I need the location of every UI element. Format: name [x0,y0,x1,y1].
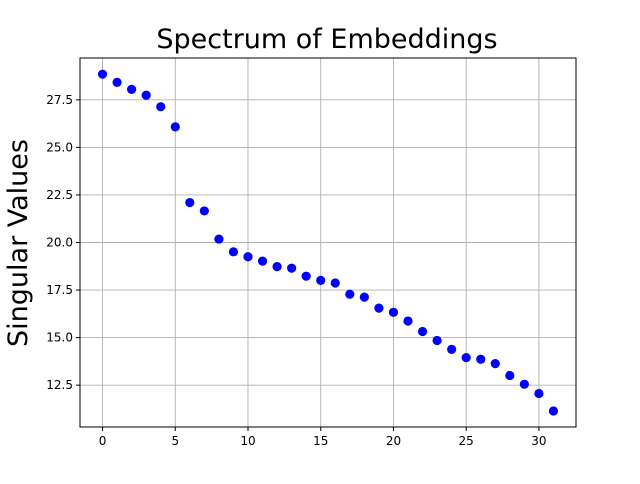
y-tick-label: 12.5 [46,378,73,392]
data-point [287,263,297,273]
data-point [170,122,180,132]
data-point [272,262,282,272]
data-point [185,197,195,208]
x-tick-label: 20 [386,434,401,448]
data-point [548,406,559,416]
data-point [403,316,413,326]
y-tick-label: 20.0 [46,236,73,250]
y-tick-label: 17.5 [46,283,73,297]
data-point [476,354,486,364]
data-point [534,388,544,399]
data-point [490,359,500,369]
data-point [257,256,268,266]
data-points [97,69,559,416]
y-tick-label: 15.0 [46,331,73,345]
x-tick-label: 25 [459,434,474,448]
data-point [432,335,442,346]
data-point [359,292,369,302]
chart-title: Spectrum of Embeddings [156,24,497,55]
data-point [112,77,122,87]
data-point [505,370,515,381]
grid [80,58,576,427]
data-point [447,344,457,354]
data-point [461,352,471,363]
y-tick-label: 27.5 [46,93,73,107]
x-tick-label: 10 [240,434,255,448]
y-tick-label: 22.5 [46,188,73,202]
y-axis-label: Singular Values [3,139,34,347]
data-point [519,379,529,389]
data-point [243,252,253,262]
data-point [156,102,166,112]
data-point [141,90,151,100]
x-tick-label: 0 [99,434,107,448]
x-tick-label: 5 [171,434,179,448]
data-point [301,271,311,281]
x-tick-label: 15 [313,434,328,448]
data-point [127,84,137,94]
data-point [345,289,355,299]
data-point [417,326,428,337]
data-point [374,303,384,313]
data-point [214,234,224,244]
data-point [199,206,209,216]
x-tick-label: 30 [531,434,546,448]
ticks: 0 5 10 15 20 25 30 12.5 15.0 17.5 20.0 22.5 25.0 27.5 [46,93,546,448]
data-point [388,307,399,317]
data-point [330,278,340,288]
data-point [228,247,239,257]
y-tick-label: 25.0 [46,140,73,154]
data-point [97,69,108,79]
data-point [316,275,326,285]
